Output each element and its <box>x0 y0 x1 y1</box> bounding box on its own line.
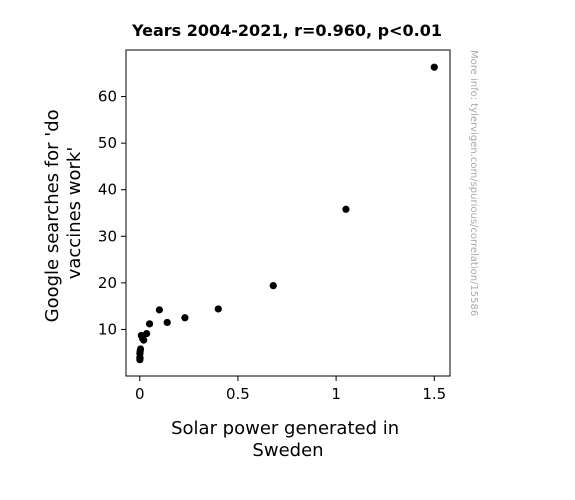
data-point <box>181 314 189 322</box>
plot-frame <box>125 49 451 377</box>
data-points <box>136 63 438 364</box>
x-axis-label-line-1: Solar power generated in <box>171 418 399 439</box>
data-point <box>136 345 145 353</box>
data-point <box>342 205 350 213</box>
y-tick-label: 50 <box>98 134 117 152</box>
y-axis: 10 20 30 40 50 60 <box>98 88 126 338</box>
data-point <box>214 305 222 313</box>
plot-area: 0 0.5 1 1.5 10 20 30 40 50 60 <box>98 49 451 403</box>
x-axis-label-line-2: Sweden <box>252 440 323 461</box>
y-tick-label: 20 <box>98 274 117 292</box>
watermark-text: More info: tylervigen.com/spurious/corre… <box>468 50 479 316</box>
data-point <box>143 330 151 338</box>
y-axis-label-line-1: Google searches for 'do <box>42 109 63 322</box>
data-point <box>155 306 163 314</box>
x-tick-label: 1.5 <box>422 385 446 403</box>
x-tick-label: 1 <box>331 385 341 403</box>
y-axis-label: Google searches for 'do vaccines work' <box>42 104 85 323</box>
data-point <box>269 282 277 290</box>
y-tick-label: 10 <box>98 320 117 338</box>
data-point <box>163 318 171 327</box>
data-point <box>145 320 154 328</box>
data-point <box>430 63 438 71</box>
y-tick-label: 60 <box>98 88 117 106</box>
data-point <box>136 354 144 362</box>
data-point <box>140 336 148 344</box>
y-tick-label: 30 <box>98 227 117 245</box>
chart-title: Years 2004-2021, r=0.960, p<0.01 <box>131 21 442 40</box>
x-axis-label: Solar power generated in Sweden <box>171 418 405 461</box>
x-tick-label: 0.5 <box>226 385 250 403</box>
y-axis-label-line-2: vaccines work' <box>64 147 85 280</box>
x-tick-label: 0 <box>135 385 145 403</box>
y-tick-label: 40 <box>98 181 117 199</box>
x-axis: 0 0.5 1 1.5 <box>135 376 446 403</box>
